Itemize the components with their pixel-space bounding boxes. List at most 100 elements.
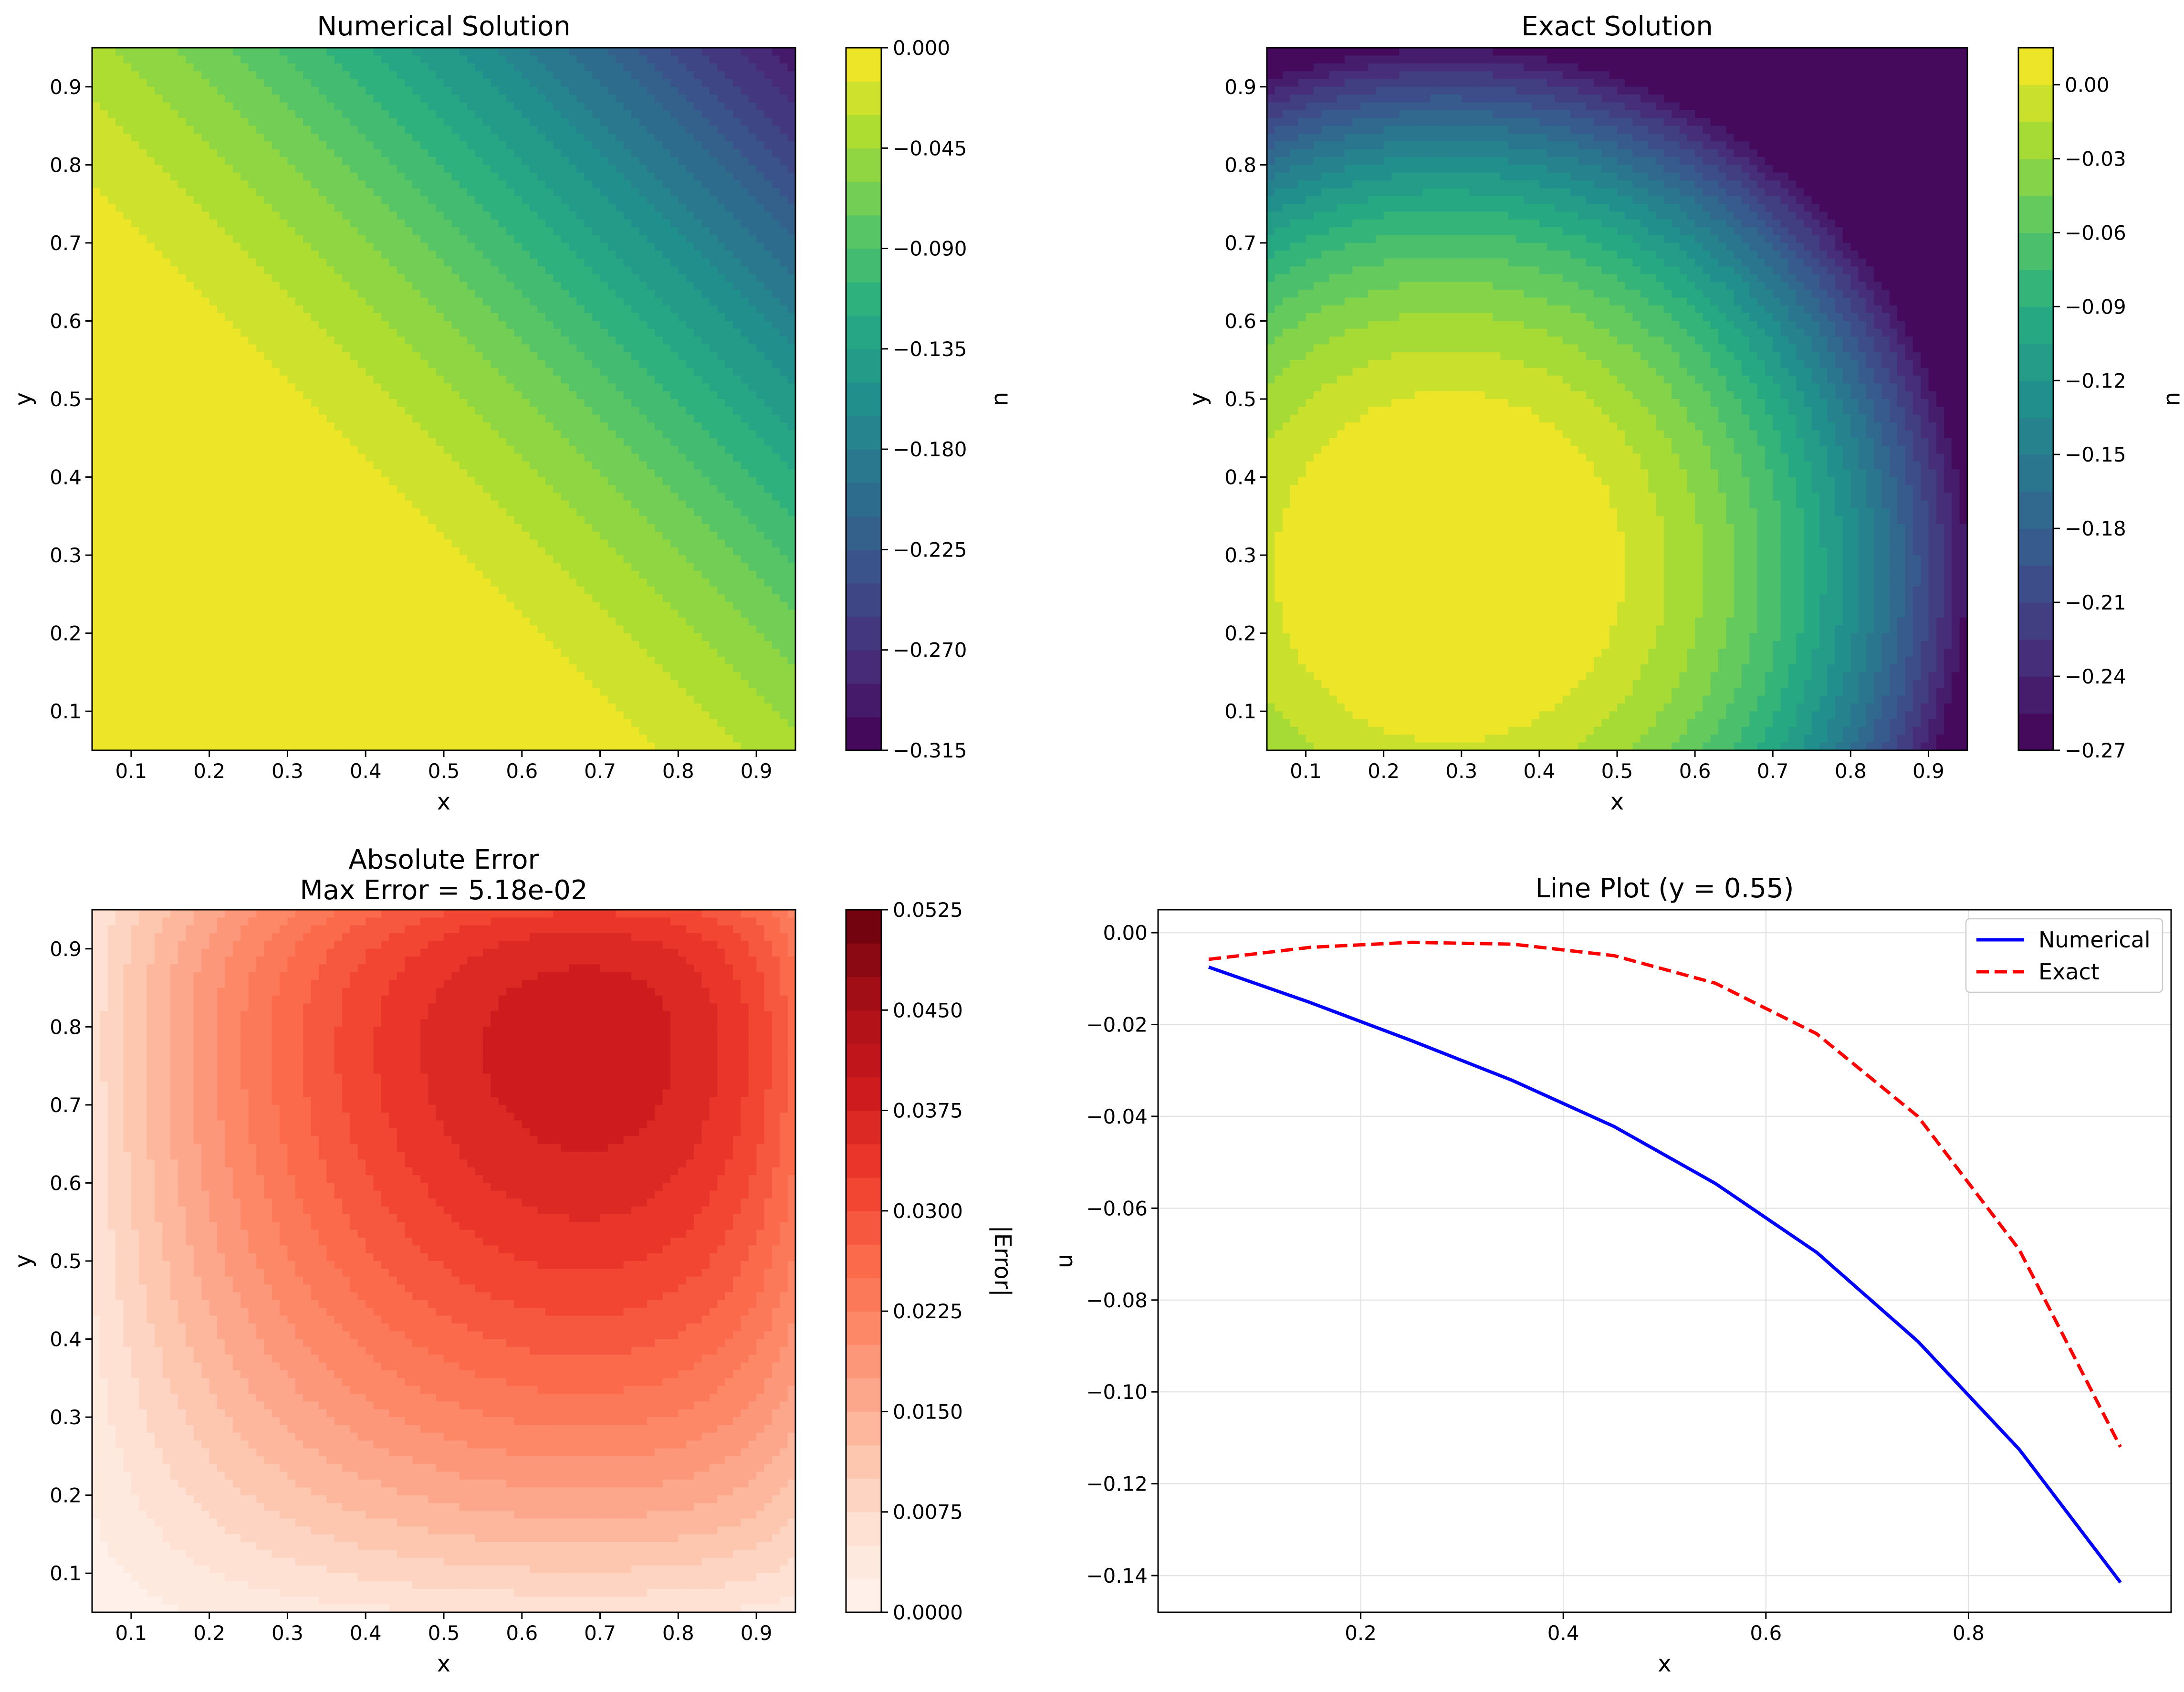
contour-cell: [295, 282, 303, 290]
contour-cell: [249, 563, 257, 571]
contour-cell: [475, 227, 483, 235]
contour-cell: [272, 352, 280, 360]
contour-cell: [100, 625, 108, 633]
contour-cell: [374, 587, 382, 595]
contour-cell: [460, 313, 468, 321]
contour-cell: [358, 157, 366, 165]
contour-cell: [124, 297, 132, 305]
contour-cell: [374, 547, 382, 556]
contour-cell: [240, 79, 249, 87]
contour-cell: [451, 415, 460, 423]
contour-cell: [334, 243, 343, 251]
contour-cell: [389, 360, 397, 368]
contour-cell: [460, 422, 468, 431]
contour-cell: [428, 430, 436, 438]
contour-cell: [451, 422, 460, 431]
contour-cell: [326, 173, 334, 181]
contour-cell: [444, 157, 452, 165]
contour-cell: [483, 266, 491, 274]
contour-cell: [491, 180, 499, 189]
contour-cell: [124, 391, 132, 399]
contour-cell: [287, 352, 295, 360]
contour-cell: [209, 735, 218, 743]
contour-cell: [295, 501, 303, 509]
contour-cell: [491, 446, 499, 454]
contour-cell: [233, 126, 241, 134]
contour-cell: [381, 547, 389, 556]
contour-cell: [233, 55, 241, 63]
contour-cell: [326, 610, 334, 618]
contour-cell: [334, 336, 343, 345]
contour-cell: [147, 532, 155, 540]
contour-cell: [209, 446, 218, 454]
contour-cell: [280, 688, 288, 696]
contour-cell: [350, 180, 358, 189]
contour-cell: [147, 578, 155, 587]
contour-cell: [108, 110, 116, 118]
contour-cell: [249, 688, 257, 696]
contour-cell: [155, 266, 163, 274]
contour-cell: [100, 110, 108, 118]
contour-cell: [170, 555, 178, 563]
contour-cell: [467, 235, 475, 243]
contour-cell: [115, 704, 124, 712]
contour-cell: [389, 578, 397, 587]
contour-cell: [194, 173, 202, 181]
contour-cell: [358, 618, 366, 626]
contour-cell: [460, 345, 468, 353]
contour-cell: [334, 71, 343, 79]
contour-cell: [522, 391, 530, 399]
contour-cell: [319, 126, 327, 134]
contour-cell: [326, 211, 334, 220]
contour-cell: [170, 594, 178, 602]
contour-cell: [499, 165, 507, 173]
contour-cell: [444, 493, 452, 501]
contour-cell: [311, 407, 319, 415]
contour-cell: [326, 657, 334, 665]
contour-cell: [280, 672, 288, 680]
contour-cell: [264, 345, 272, 353]
contour-cell: [499, 352, 507, 360]
contour-cell: [374, 446, 382, 454]
contour-cell: [256, 391, 264, 399]
contour-cell: [311, 578, 319, 587]
contour-cell: [280, 704, 288, 712]
contour-cell: [100, 696, 108, 704]
contour-cell: [209, 625, 218, 633]
contour-cell: [295, 360, 303, 368]
contour-cell: [225, 204, 233, 212]
contour-cell: [444, 274, 452, 282]
contour-cell: [147, 649, 155, 657]
contour-cell: [194, 657, 202, 665]
contour-cell: [436, 321, 444, 329]
contour-cell: [319, 95, 327, 103]
contour-cell: [303, 118, 311, 126]
contour-cell: [162, 415, 170, 423]
contour-cell: [303, 672, 311, 680]
contour-cell: [256, 336, 264, 345]
contour-cell: [499, 727, 507, 735]
contour-cell: [460, 649, 468, 657]
contour-cell: [514, 711, 522, 719]
contour-cell: [467, 735, 475, 743]
contour-cell: [256, 430, 264, 438]
contour-cell: [475, 735, 483, 743]
contour-cell: [374, 602, 382, 610]
contour-cell: [295, 415, 303, 423]
contour-cell: [209, 430, 218, 438]
contour-cell: [522, 165, 530, 173]
contour-cell: [428, 368, 436, 376]
contour-cell: [319, 563, 327, 571]
contour-cell: [319, 633, 327, 641]
contour-cell: [233, 336, 241, 345]
contour-cell: [139, 352, 147, 360]
contour-cell: [467, 180, 475, 189]
contour-cell: [374, 555, 382, 563]
contour-cell: [249, 516, 257, 524]
contour-cell: [514, 743, 522, 751]
contour-cell: [233, 376, 241, 384]
contour-cell: [100, 688, 108, 696]
contour-cell: [201, 563, 209, 571]
contour-cell: [444, 259, 452, 267]
contour-cell: [272, 516, 280, 524]
